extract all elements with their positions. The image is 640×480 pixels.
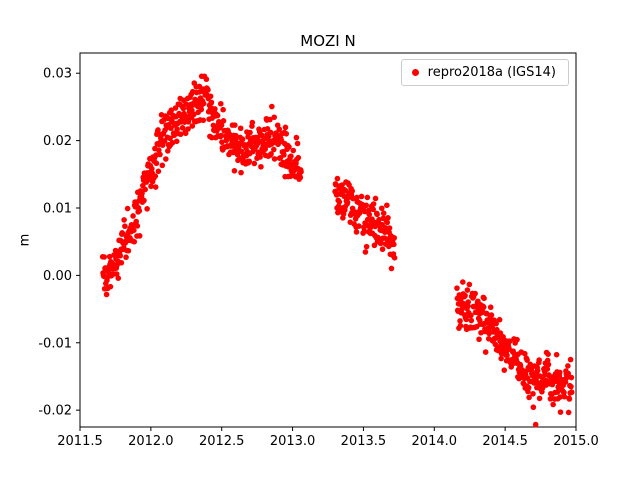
svg-text:0.00: 0.00 <box>43 269 72 284</box>
svg-text:2012.5: 2012.5 <box>199 434 245 449</box>
svg-text:2011.5: 2011.5 <box>57 434 103 449</box>
svg-text:-0.01: -0.01 <box>38 336 72 351</box>
svg-text:2015.0: 2015.0 <box>553 434 599 449</box>
y-axis-label: m <box>17 233 33 247</box>
svg-text:0.01: 0.01 <box>43 201 72 216</box>
legend-marker-icon <box>411 69 419 76</box>
svg-text:0.03: 0.03 <box>43 67 72 82</box>
chart-title: MOZI N <box>300 32 356 50</box>
svg-text:-0.02: -0.02 <box>38 404 72 419</box>
svg-text:2013.0: 2013.0 <box>270 434 316 449</box>
svg-text:2014.0: 2014.0 <box>412 434 458 449</box>
svg-text:2013.5: 2013.5 <box>341 434 387 449</box>
legend-label: repro2018a (IGS14) <box>427 65 556 80</box>
svg-text:0.02: 0.02 <box>43 134 72 149</box>
svg-text:2012.0: 2012.0 <box>128 434 174 449</box>
legend: repro2018a (IGS14) <box>400 59 569 86</box>
svg-text:2014.5: 2014.5 <box>482 434 528 449</box>
